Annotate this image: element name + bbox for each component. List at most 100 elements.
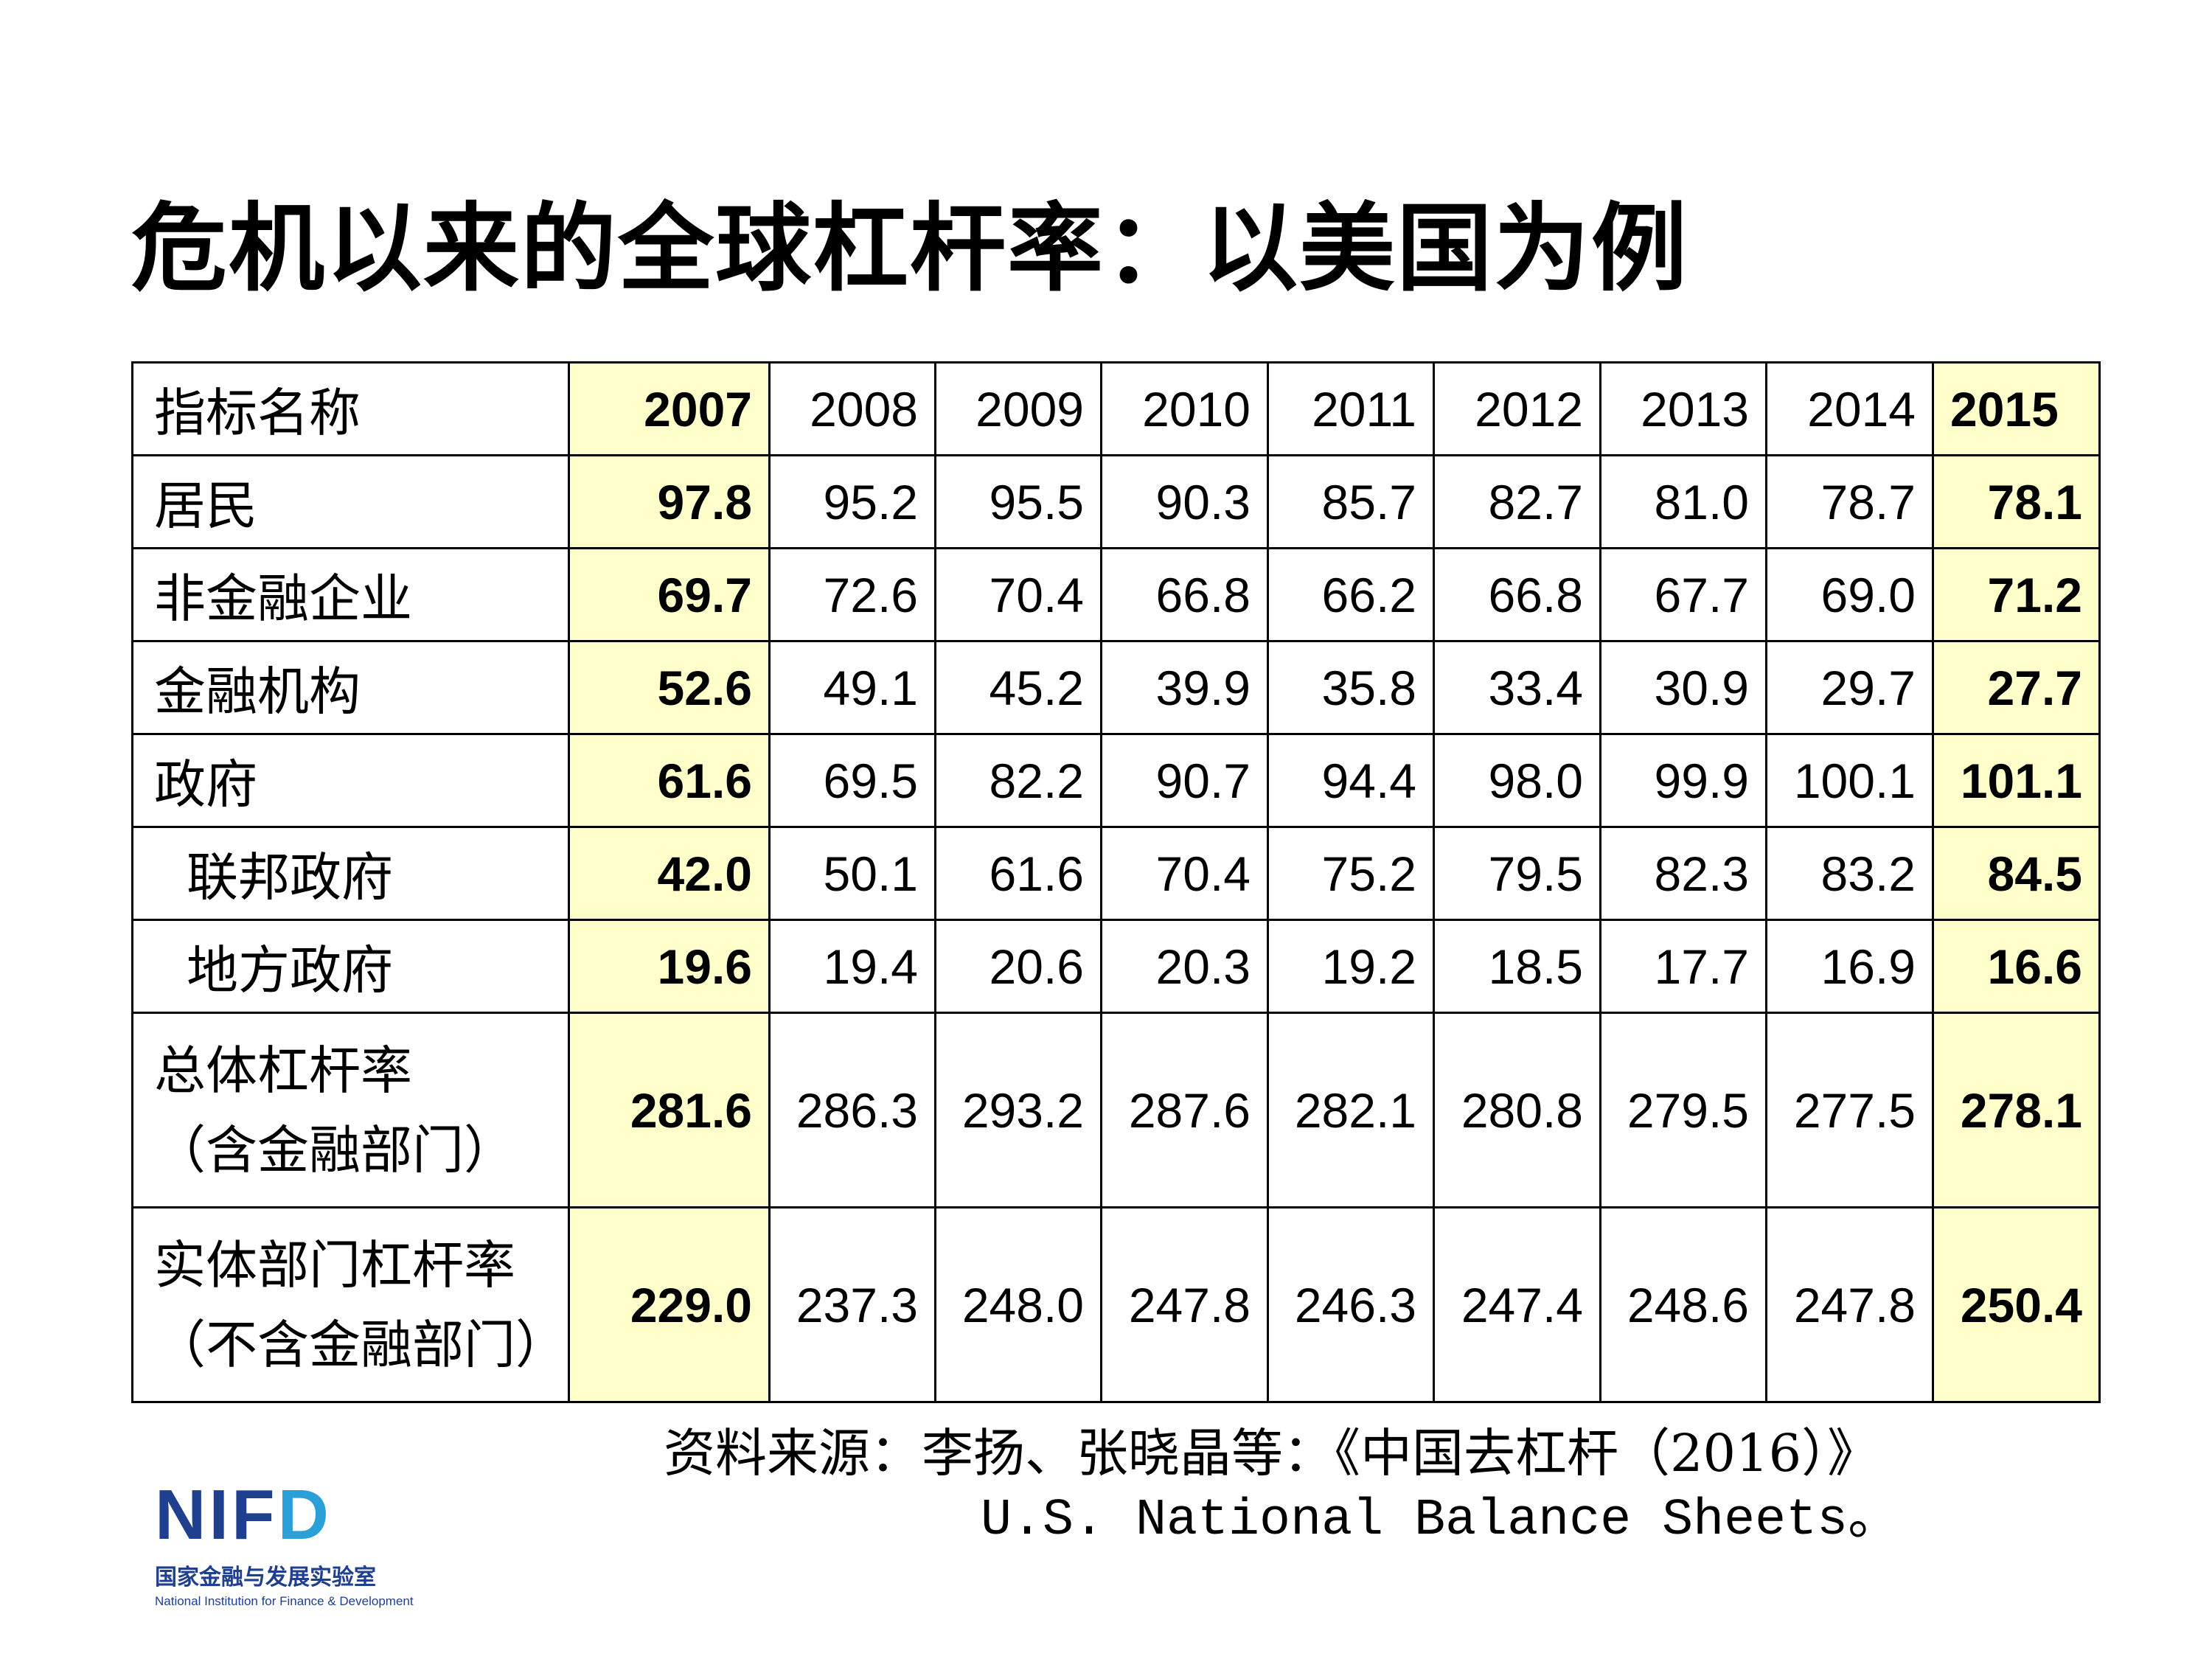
- leverage-table: 指标名称 2007 2008 2009 2010 2011 2012 2013 …: [131, 361, 2101, 1403]
- table-cell: 84.5: [1932, 826, 2101, 921]
- table-cell: 82.2: [934, 733, 1102, 828]
- logo-letter: F: [232, 1475, 278, 1554]
- table-cell: 61.6: [568, 733, 771, 828]
- table-cell: 247.8: [1765, 1206, 1934, 1403]
- logo-letter: D: [277, 1475, 332, 1554]
- table-cell: 78.1: [1932, 454, 2101, 549]
- table-cell: 82.7: [1433, 454, 1601, 549]
- table-cell: 19.2: [1267, 919, 1435, 1014]
- table-cell: 71.2: [1932, 547, 2101, 642]
- row-label: 实体部门杠杆率 （不含金融部门）: [131, 1206, 570, 1403]
- logo-letter: I: [209, 1475, 232, 1554]
- table-cell: 33.4: [1433, 640, 1601, 735]
- table-cell: 82.3: [1599, 826, 1767, 921]
- table-cell: 90.7: [1100, 733, 1269, 828]
- row-label-line2: （不含金融部门）: [154, 1314, 567, 1375]
- table-cell: 99.9: [1599, 733, 1767, 828]
- table-cell: 247.8: [1100, 1206, 1269, 1403]
- table-cell: 90.3: [1100, 454, 1269, 549]
- table-cell: 94.4: [1267, 733, 1435, 828]
- source-line1: 资料来源：李扬、张晓晶等：《中国去杠杆（2016）》: [664, 1423, 1879, 1484]
- table-cell: 237.3: [768, 1206, 936, 1403]
- table-cell: 39.9: [1100, 640, 1269, 735]
- table-cell: 75.2: [1267, 826, 1435, 921]
- row-label: 地方政府: [131, 919, 570, 1014]
- source-line2: U.S. National Balance Sheets。: [981, 1492, 1900, 1550]
- row-label-line1: 总体杠杆率: [154, 1040, 412, 1101]
- table-cell: 18.5: [1433, 919, 1601, 1014]
- table-cell: 229.0: [568, 1206, 771, 1403]
- table-cell: 45.2: [934, 640, 1102, 735]
- table-cell: 70.4: [934, 547, 1102, 642]
- table-cell: 278.1: [1932, 1012, 2101, 1208]
- table-cell: 81.0: [1599, 454, 1767, 549]
- table-cell: 95.5: [934, 454, 1102, 549]
- table-cell: 17.7: [1599, 919, 1767, 1014]
- table-cell: 248.6: [1599, 1206, 1767, 1403]
- table-cell: 72.6: [768, 547, 936, 642]
- year-header: 2015: [1932, 361, 2101, 456]
- row-label: 居民: [131, 454, 570, 549]
- table-cell: 97.8: [568, 454, 771, 549]
- table-cell: 79.5: [1433, 826, 1601, 921]
- table-cell: 248.0: [934, 1206, 1102, 1403]
- table-cell: 69.5: [768, 733, 936, 828]
- table-cell: 100.1: [1765, 733, 1934, 828]
- table-cell: 16.9: [1765, 919, 1934, 1014]
- year-header: 2010: [1100, 361, 1269, 456]
- table-cell: 16.6: [1932, 919, 2101, 1014]
- table-row: 居民 97.8 95.2 95.5 90.3 85.7 82.7 81.0 78…: [131, 454, 2101, 549]
- table-cell: 66.8: [1433, 547, 1601, 642]
- nifd-logo: NIFD 国家金融与发展实验室 National Institution for…: [155, 1475, 435, 1608]
- table-cell: 281.6: [568, 1012, 771, 1208]
- table-cell: 69.7: [568, 547, 771, 642]
- table-row: 非金融企业 69.7 72.6 70.4 66.8 66.2 66.8 67.7…: [131, 547, 2101, 642]
- table-cell: 49.1: [768, 640, 936, 735]
- year-header: 2014: [1765, 361, 1934, 456]
- row-label: 联邦政府: [131, 826, 570, 921]
- table-row: 总体杠杆率 （含金融部门） 281.6 286.3 293.2 287.6 28…: [131, 1012, 2101, 1208]
- header-row: 指标名称 2007 2008 2009 2010 2011 2012 2013 …: [131, 361, 2101, 456]
- table-row: 政府 61.6 69.5 82.2 90.7 94.4 98.0 99.9 10…: [131, 733, 2101, 828]
- table-cell: 287.6: [1100, 1012, 1269, 1208]
- table-cell: 293.2: [934, 1012, 1102, 1208]
- table-cell: 20.6: [934, 919, 1102, 1014]
- table-cell: 286.3: [768, 1012, 936, 1208]
- table-cell: 19.4: [768, 919, 936, 1014]
- table-cell: 27.7: [1932, 640, 2101, 735]
- table-cell: 29.7: [1765, 640, 1934, 735]
- row-label: 金融机构: [131, 640, 570, 735]
- table-cell: 277.5: [1765, 1012, 1934, 1208]
- table-row: 联邦政府 42.0 50.1 61.6 70.4 75.2 79.5 82.3 …: [131, 826, 2101, 921]
- table-cell: 35.8: [1267, 640, 1435, 735]
- table-cell: 98.0: [1433, 733, 1601, 828]
- year-header: 2007: [568, 361, 771, 456]
- table-cell: 66.2: [1267, 547, 1435, 642]
- year-header: 2013: [1599, 361, 1767, 456]
- year-header: 2009: [934, 361, 1102, 456]
- logo-chinese-name: 国家金融与发展实验室: [155, 1565, 376, 1590]
- table-row: 金融机构 52.6 49.1 45.2 39.9 35.8 33.4 30.9 …: [131, 640, 2101, 735]
- table-cell: 78.7: [1765, 454, 1934, 549]
- header-label: 指标名称: [131, 361, 570, 456]
- year-header: 2011: [1267, 361, 1435, 456]
- table-cell: 250.4: [1932, 1206, 2101, 1403]
- slide-title: 危机以来的全球杠杆率：以美国为例: [131, 192, 1689, 305]
- table-cell: 30.9: [1599, 640, 1767, 735]
- logo-mark: NIFD: [155, 1475, 435, 1556]
- table-cell: 70.4: [1100, 826, 1269, 921]
- table-cell: 246.3: [1267, 1206, 1435, 1403]
- table-cell: 83.2: [1765, 826, 1934, 921]
- table-cell: 67.7: [1599, 547, 1767, 642]
- row-label-line1: 实体部门杠杆率: [154, 1234, 515, 1295]
- table-cell: 42.0: [568, 826, 771, 921]
- table-cell: 69.0: [1765, 547, 1934, 642]
- table-cell: 19.6: [568, 919, 771, 1014]
- table-cell: 61.6: [934, 826, 1102, 921]
- table-cell: 279.5: [1599, 1012, 1767, 1208]
- row-label: 政府: [131, 733, 570, 828]
- row-label: 总体杠杆率 （含金融部门）: [131, 1012, 570, 1208]
- source-note: 资料来源：李扬、张晓晶等：《中国去杠杆（2016）》 U.S. National…: [664, 1419, 2065, 1555]
- year-header: 2012: [1433, 361, 1601, 456]
- row-label-line2: （含金融部门）: [154, 1119, 515, 1180]
